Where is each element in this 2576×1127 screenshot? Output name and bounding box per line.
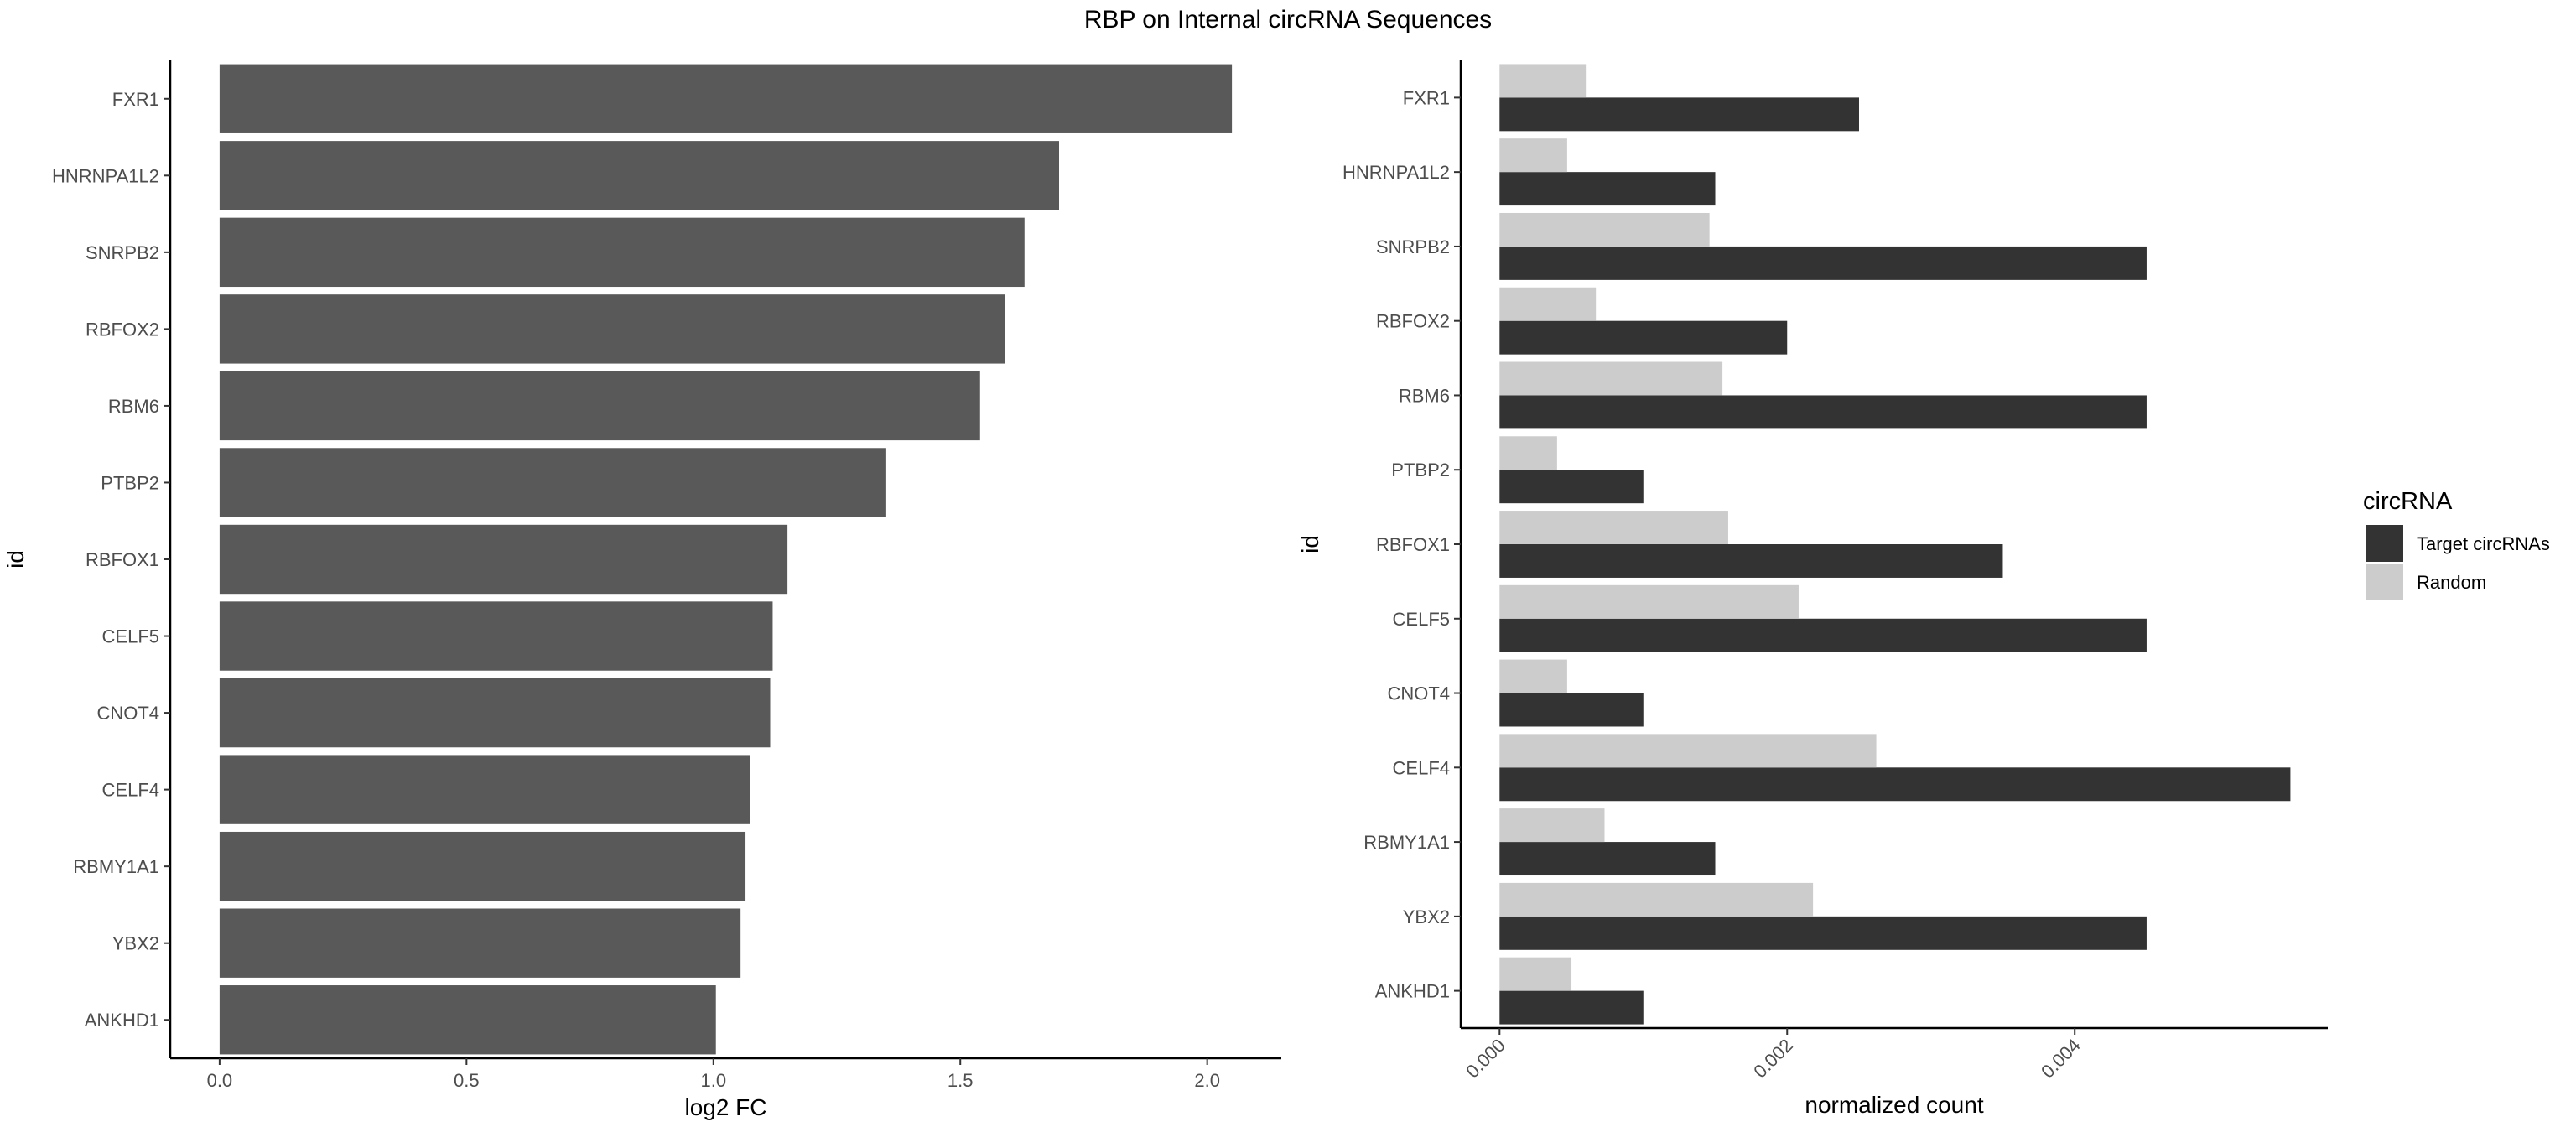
bar-rbm6	[219, 371, 980, 441]
bar-random-ptbp2	[1499, 436, 1557, 470]
y-tick-label-ptbp2: PTBP2	[101, 472, 159, 493]
plot-title: RBP on Internal circRNA Sequences	[1084, 6, 1492, 34]
x-axis-title: log2 FC	[684, 1094, 766, 1120]
bar-random-rbfox1	[1499, 511, 1728, 544]
y-tick-label-celf4: CELF4	[1393, 757, 1450, 778]
y-tick-label-hnrnpa1l2: HNRNPA1L2	[52, 165, 159, 186]
bar-random-rbfox2	[1499, 287, 1597, 321]
y-tick-label-fxr1: FXR1	[112, 89, 159, 110]
bar-cnot4	[219, 678, 771, 748]
bar-target-circrnas-rbfox1	[1499, 544, 2003, 578]
bar-target-circrnas-ybx2	[1499, 916, 2147, 950]
bar-random-celf5	[1499, 584, 1799, 619]
bar-target-circrnas-celf4	[1499, 767, 2291, 802]
bar-ptbp2	[219, 448, 886, 517]
y-tick-label-fxr1: FXR1	[1403, 87, 1450, 108]
y-tick-label-rbm6: RBM6	[108, 396, 159, 417]
bar-random-celf4	[1499, 734, 1877, 768]
x-tick-label-0-0: 0.0	[207, 1070, 233, 1091]
y-tick-label-rbfox2: RBFOX2	[1376, 311, 1450, 332]
y-axis-title: id	[3, 550, 29, 569]
bar-ybx2	[219, 908, 741, 978]
y-tick-label-celf5: CELF5	[102, 626, 159, 647]
bar-celf4	[219, 755, 750, 824]
y-tick-label-rbmy1a1: RBMY1A1	[1363, 832, 1450, 853]
y-tick-label-rbfox1: RBFOX1	[86, 549, 159, 570]
bar-target-circrnas-rbmy1a1	[1499, 842, 1716, 876]
x-axis-title: normalized count	[1805, 1092, 1983, 1118]
legend-label-random: Random	[2417, 572, 2486, 593]
right-chart: FXR1 HNRNPA1L2 SNRPB2 RBFOX2 RBM6 PTBP2 RBFOX1…	[1297, 60, 2328, 1118]
y-tick-label-celf4: CELF4	[102, 780, 159, 801]
bar-snrpb2	[219, 217, 1025, 288]
bar-random-cnot4	[1499, 659, 1567, 693]
bar-random-ankhd1	[1499, 957, 1572, 991]
bar-ankhd1	[219, 985, 716, 1055]
bar-random-hnrnpa1l2	[1499, 138, 1567, 173]
y-axis-title: id	[1297, 535, 1323, 553]
y-tick-label-rbmy1a1: RBMY1A1	[73, 856, 159, 877]
x-tick-label-0-004: 0.004	[2037, 1035, 2085, 1083]
y-tick-label-cnot4: CNOT4	[1387, 683, 1450, 704]
legend-label-target-circrnas: Target circRNAs	[2417, 533, 2550, 554]
x-tick-label-0-5: 0.5	[454, 1070, 480, 1091]
y-tick-label-celf5: CELF5	[1393, 609, 1450, 630]
bar-random-rbm6	[1499, 361, 1723, 396]
bar-random-ybx2	[1499, 882, 1814, 917]
legend-title: circRNA	[2363, 488, 2453, 515]
legend: circRNA Target circRNAs Random	[2363, 488, 2550, 600]
bar-fxr1	[219, 64, 1233, 133]
bar-target-circrnas-hnrnpa1l2	[1499, 172, 1716, 206]
y-tick-label-hnrnpa1l2: HNRNPA1L2	[1343, 162, 1450, 183]
legend-swatch-random	[2366, 564, 2403, 600]
y-tick-label-ankhd1: ANKHD1	[85, 1010, 159, 1031]
bar-random-snrpb2	[1499, 212, 1710, 247]
x-tick-label-2-0: 2.0	[1194, 1070, 1220, 1091]
bar-random-fxr1	[1499, 64, 1587, 98]
bar-target-circrnas-celf5	[1499, 618, 2147, 652]
x-tick-label-0-000: 0.000	[1462, 1035, 1509, 1083]
bar-target-circrnas-ankhd1	[1499, 990, 1644, 1025]
bar-hnrnpa1l2	[219, 141, 1059, 210]
x-tick-label-0-002: 0.002	[1749, 1035, 1797, 1083]
y-tick-label-ptbp2: PTBP2	[1391, 460, 1450, 480]
y-tick-label-cnot4: CNOT4	[96, 703, 159, 724]
bar-target-circrnas-rbfox2	[1499, 320, 1788, 355]
y-tick-label-rbm6: RBM6	[1399, 385, 1450, 406]
y-tick-label-snrpb2: SNRPB2	[1376, 236, 1450, 257]
bar-random-rbmy1a1	[1499, 808, 1605, 843]
legend-swatch-target-circrnas	[2366, 525, 2403, 562]
bar-target-circrnas-cnot4	[1499, 693, 1644, 727]
bar-celf5	[219, 601, 773, 671]
bar-rbfox1	[219, 524, 788, 595]
y-tick-label-snrpb2: SNRPB2	[86, 242, 159, 263]
x-tick-label-1-5: 1.5	[948, 1070, 974, 1091]
bar-target-circrnas-fxr1	[1499, 97, 1859, 132]
bar-target-circrnas-snrpb2	[1499, 246, 2147, 280]
left-chart: FXR1 HNRNPA1L2 SNRPB2 RBFOX2 RBM6 PTBP2 RBFOX1…	[3, 60, 1281, 1120]
y-tick-label-ybx2: YBX2	[1403, 906, 1450, 927]
bar-rbfox2	[219, 294, 1005, 364]
y-tick-label-ybx2: YBX2	[112, 933, 159, 954]
y-tick-label-rbfox1: RBFOX1	[1376, 534, 1450, 555]
bar-rbmy1a1	[219, 831, 746, 901]
y-tick-label-rbfox2: RBFOX2	[86, 319, 159, 340]
x-tick-label-1-0: 1.0	[700, 1070, 726, 1091]
bar-target-circrnas-ptbp2	[1499, 470, 1644, 504]
y-tick-label-ankhd1: ANKHD1	[1375, 981, 1450, 1002]
bar-target-circrnas-rbm6	[1499, 395, 2147, 429]
